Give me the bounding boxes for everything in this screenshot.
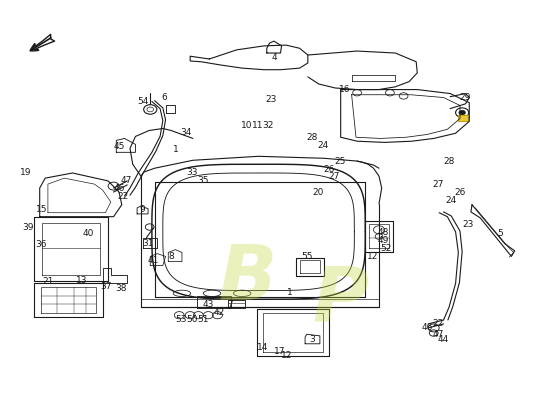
Text: 39: 39 xyxy=(22,222,34,232)
Text: 8: 8 xyxy=(168,252,174,261)
Text: 20: 20 xyxy=(312,188,323,197)
Text: B: B xyxy=(218,242,277,316)
Text: 33: 33 xyxy=(186,168,197,178)
Text: 23: 23 xyxy=(462,220,474,229)
Text: 47: 47 xyxy=(120,176,132,186)
Text: 37: 37 xyxy=(101,282,112,291)
Bar xyxy=(458,115,468,121)
Text: 40: 40 xyxy=(82,229,94,238)
Text: 19: 19 xyxy=(20,168,32,178)
Text: 45: 45 xyxy=(113,142,125,151)
Text: 17: 17 xyxy=(274,347,285,356)
Text: 54: 54 xyxy=(137,97,148,106)
Text: 4: 4 xyxy=(271,53,277,62)
Text: 22: 22 xyxy=(432,320,444,328)
Text: 5: 5 xyxy=(498,229,503,238)
Text: 1: 1 xyxy=(288,288,293,297)
Text: 6: 6 xyxy=(162,93,167,102)
Text: 22: 22 xyxy=(117,192,129,200)
Text: 27: 27 xyxy=(328,172,340,182)
Text: 32: 32 xyxy=(263,121,274,130)
Text: 15: 15 xyxy=(36,206,47,214)
Text: 50: 50 xyxy=(186,316,197,324)
Text: 26: 26 xyxy=(454,188,466,197)
Text: 12: 12 xyxy=(282,351,293,360)
Text: 42: 42 xyxy=(213,308,225,316)
Circle shape xyxy=(459,110,465,115)
Text: 35: 35 xyxy=(197,176,208,186)
Text: 48: 48 xyxy=(378,228,389,237)
Text: 41: 41 xyxy=(148,256,159,265)
Text: 47: 47 xyxy=(432,330,444,339)
Text: 9: 9 xyxy=(140,206,145,214)
Text: 10: 10 xyxy=(241,121,252,130)
Text: 38: 38 xyxy=(115,284,126,293)
Text: 28: 28 xyxy=(443,156,455,166)
Text: 16: 16 xyxy=(339,85,351,94)
Text: 44: 44 xyxy=(438,335,449,344)
Text: 31: 31 xyxy=(142,239,154,248)
Text: 11: 11 xyxy=(252,121,263,130)
Text: 3: 3 xyxy=(309,335,315,344)
Text: 29: 29 xyxy=(460,93,471,102)
Text: 28: 28 xyxy=(306,133,318,142)
Text: 12: 12 xyxy=(367,252,378,261)
Text: 24: 24 xyxy=(446,196,457,205)
Text: 27: 27 xyxy=(432,180,444,190)
Text: 53: 53 xyxy=(175,316,186,324)
Text: 13: 13 xyxy=(76,276,87,285)
Text: 26: 26 xyxy=(323,164,334,174)
Text: 14: 14 xyxy=(257,343,268,352)
Text: 34: 34 xyxy=(180,128,192,137)
Text: 46: 46 xyxy=(113,184,125,192)
Text: 49: 49 xyxy=(378,236,389,245)
Text: 1: 1 xyxy=(173,145,178,154)
Text: 24: 24 xyxy=(317,141,329,150)
Text: P: P xyxy=(312,262,368,336)
Text: 25: 25 xyxy=(334,156,345,166)
Text: 52: 52 xyxy=(380,244,391,253)
Text: 51: 51 xyxy=(197,316,208,324)
Text: 55: 55 xyxy=(301,252,312,261)
Text: 23: 23 xyxy=(265,95,276,104)
Text: 36: 36 xyxy=(35,240,47,249)
Text: 46: 46 xyxy=(421,324,433,332)
Text: 21: 21 xyxy=(42,277,53,286)
Text: 43: 43 xyxy=(202,300,214,308)
Text: 7: 7 xyxy=(227,300,233,308)
